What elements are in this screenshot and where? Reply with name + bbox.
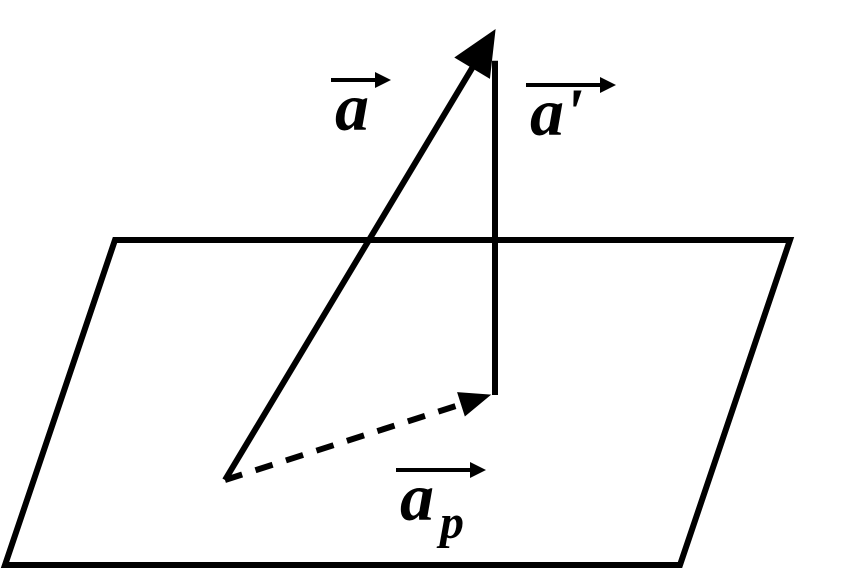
vector-projection-diagram: aa'ap <box>0 0 860 587</box>
svg-text:p: p <box>436 496 464 549</box>
